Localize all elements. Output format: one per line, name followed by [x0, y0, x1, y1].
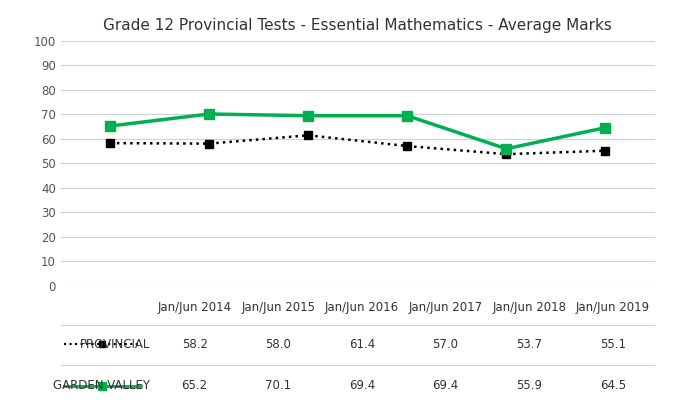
Text: 69.4: 69.4	[433, 379, 459, 392]
Text: 69.4: 69.4	[349, 379, 375, 392]
Text: Jan/Jun 2015: Jan/Jun 2015	[241, 301, 315, 314]
Text: Jan/Jun 2019: Jan/Jun 2019	[576, 301, 650, 314]
Text: 55.9: 55.9	[516, 379, 542, 392]
Text: 64.5: 64.5	[600, 379, 626, 392]
Text: Jan/Jun 2014: Jan/Jun 2014	[157, 301, 232, 314]
Text: 53.7: 53.7	[516, 338, 542, 351]
Text: Jan/Jun 2017: Jan/Jun 2017	[408, 301, 483, 314]
Text: 70.1: 70.1	[265, 379, 292, 392]
Text: 55.1: 55.1	[600, 338, 626, 351]
Text: GARDEN VALLEY: GARDEN VALLEY	[53, 379, 150, 392]
Text: 58.0: 58.0	[265, 338, 291, 351]
Text: Jan/Jun 2016: Jan/Jun 2016	[325, 301, 399, 314]
Text: 58.2: 58.2	[182, 338, 208, 351]
Title: Grade 12 Provincial Tests - Essential Mathematics - Average Marks: Grade 12 Provincial Tests - Essential Ma…	[103, 18, 612, 33]
Text: 57.0: 57.0	[433, 338, 458, 351]
Text: Jan/Jun 2018: Jan/Jun 2018	[492, 301, 566, 314]
Text: 65.2: 65.2	[182, 379, 208, 392]
Text: PROVINCIAL: PROVINCIAL	[80, 338, 150, 351]
Text: 61.4: 61.4	[349, 338, 375, 351]
